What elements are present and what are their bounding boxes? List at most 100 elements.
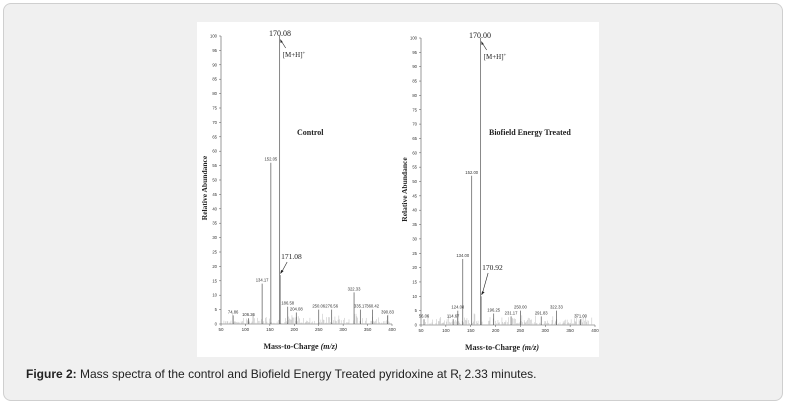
peak-label: 106.26	[242, 312, 255, 317]
x-tick-label: 350	[364, 327, 372, 332]
peak-label: 196.25	[487, 308, 500, 313]
caption-subscript: t	[458, 373, 462, 382]
y-tick-label: 85	[212, 77, 217, 82]
peak-label: 276.56	[325, 304, 338, 309]
caption-text: Mass spectra of the control and Biofield…	[80, 367, 459, 381]
y-tick-label: 40	[412, 208, 417, 213]
y-tick-label: 90	[212, 62, 217, 67]
x-tick-label: 150	[467, 328, 475, 333]
y-tick-label: 80	[212, 91, 217, 96]
isotope-arrow-line	[481, 272, 489, 295]
figure-caption: Figure 2: Mass spectra of the control an…	[26, 366, 766, 386]
y-tick-label: 65	[212, 134, 217, 139]
mh-annotation: [M+H]+	[484, 53, 507, 61]
y-tick-label: 35	[212, 221, 217, 226]
x-axis-label-unit: (m/z)	[522, 343, 539, 352]
panel-title: Control	[297, 128, 324, 137]
y-tick-label: 95	[212, 48, 217, 53]
y-tick-label: 50	[212, 178, 217, 183]
peak-label: 335.17	[354, 304, 367, 309]
y-tick-label: 15	[412, 279, 417, 284]
peak-label: 322.33	[348, 286, 361, 291]
y-tick-label: 95	[412, 50, 417, 55]
y-tick-label: 90	[412, 64, 417, 69]
isotope-arrow-head	[481, 291, 485, 296]
peak-label: 134.17	[256, 278, 269, 283]
peak-label: 152.00	[465, 170, 478, 175]
panel-title: Biofield Energy Treated	[489, 128, 571, 137]
y-tick-label: 65	[412, 136, 417, 141]
y-tick-label: 30	[212, 235, 217, 240]
y-tick-label: 5	[415, 308, 418, 313]
x-tick-label: 100	[242, 327, 250, 332]
peak-label: 291.83	[535, 310, 548, 315]
mh-annotation: [M+H]+	[283, 51, 306, 59]
x-axis-label: Mass-to-Charge (m/z)	[465, 343, 539, 352]
y-tick-label: 25	[212, 250, 217, 255]
mh-arrow-head	[481, 41, 484, 45]
isotope-peak-label: 170.92	[482, 263, 503, 272]
peak-label: 134.00	[456, 253, 469, 258]
y-tick-label: 20	[212, 264, 217, 269]
y-tick-label: 55	[412, 165, 417, 170]
peak-label: 114.67	[447, 313, 460, 318]
y-axis-label: Relative Abundance	[400, 157, 409, 222]
isotope-arrow-head	[280, 270, 284, 275]
caption-label: Figure 2:	[26, 367, 77, 381]
base-peak-label: 170.00	[469, 31, 491, 40]
y-tick-label: 5	[215, 307, 218, 312]
base-peak-label: 170.08	[269, 29, 291, 38]
y-tick-label: 0	[215, 322, 218, 327]
caption-text-after: 2.33 minutes.	[464, 367, 537, 381]
y-tick-label: 20	[412, 265, 417, 270]
x-axis-label-text: Mass-to-Charge	[264, 342, 321, 351]
y-tick-label: 10	[412, 294, 417, 299]
mh-superscript: +	[303, 52, 306, 57]
peak-label: 124.08	[451, 305, 464, 310]
x-tick-label: 150	[266, 327, 274, 332]
figure-frame: 0 5 10 15 20 25 30 35 40 45 50 55 60 65 70 75 80 85 90 95 10…	[3, 3, 783, 401]
peak-label: 186.58	[281, 301, 294, 306]
peak-label: 322.33	[550, 305, 563, 310]
mh-arrow-head	[280, 39, 283, 43]
x-tick-label: 400	[591, 328, 599, 333]
y-tick-label: 70	[412, 122, 417, 127]
x-tick-label: 350	[566, 328, 574, 333]
mass-spectra-figure: 0 5 10 15 20 25 30 35 40 45 50 55 60 65 70 75 80 85 90 95 10…	[197, 22, 599, 357]
x-tick-label: 100	[442, 328, 450, 333]
peak-label: 231.17	[505, 310, 518, 315]
x-tick-label: 250	[517, 328, 525, 333]
y-tick-label: 75	[212, 106, 217, 111]
x-tick-label: 400	[388, 327, 396, 332]
y-tick-label: 45	[212, 192, 217, 197]
y-tick-label: 50	[412, 179, 417, 184]
x-axis-label-text: Mass-to-Charge	[465, 343, 522, 352]
y-tick-label: 60	[412, 150, 417, 155]
peak-label: 371.00	[574, 313, 587, 318]
x-tick-label: 50	[418, 328, 424, 333]
y-tick-label: 35	[412, 222, 417, 227]
x-tick-label: 50	[218, 327, 224, 332]
x-tick-label: 250	[315, 327, 323, 332]
peak-label: 204.08	[290, 306, 303, 311]
y-tick-label: 60	[212, 149, 217, 154]
y-tick-label: 15	[212, 278, 217, 283]
x-tick-label: 300	[339, 327, 347, 332]
peak-label: 74.86	[228, 309, 239, 314]
y-tick-label: 80	[412, 93, 417, 98]
y-tick-label: 75	[412, 107, 417, 112]
x-axis-label: Mass-to-Charge (m/z)	[264, 342, 338, 351]
mh-superscript: +	[504, 54, 507, 59]
y-tick-label: 45	[412, 193, 417, 198]
y-tick-label: 0	[415, 323, 418, 328]
peak-label: 152.05	[264, 157, 277, 162]
spectra-svg: 0510152025303540455055606570758085909510…	[200, 29, 599, 352]
peak-label: 56.06	[419, 313, 430, 318]
x-axis-label-unit: (m/z)	[321, 342, 338, 351]
y-tick-label: 40	[212, 206, 217, 211]
y-tick-label: 10	[212, 293, 217, 298]
x-tick-label: 200	[291, 327, 299, 332]
y-tick-label: 85	[412, 79, 417, 84]
x-tick-label: 200	[492, 328, 500, 333]
y-tick-label: 55	[212, 163, 217, 168]
